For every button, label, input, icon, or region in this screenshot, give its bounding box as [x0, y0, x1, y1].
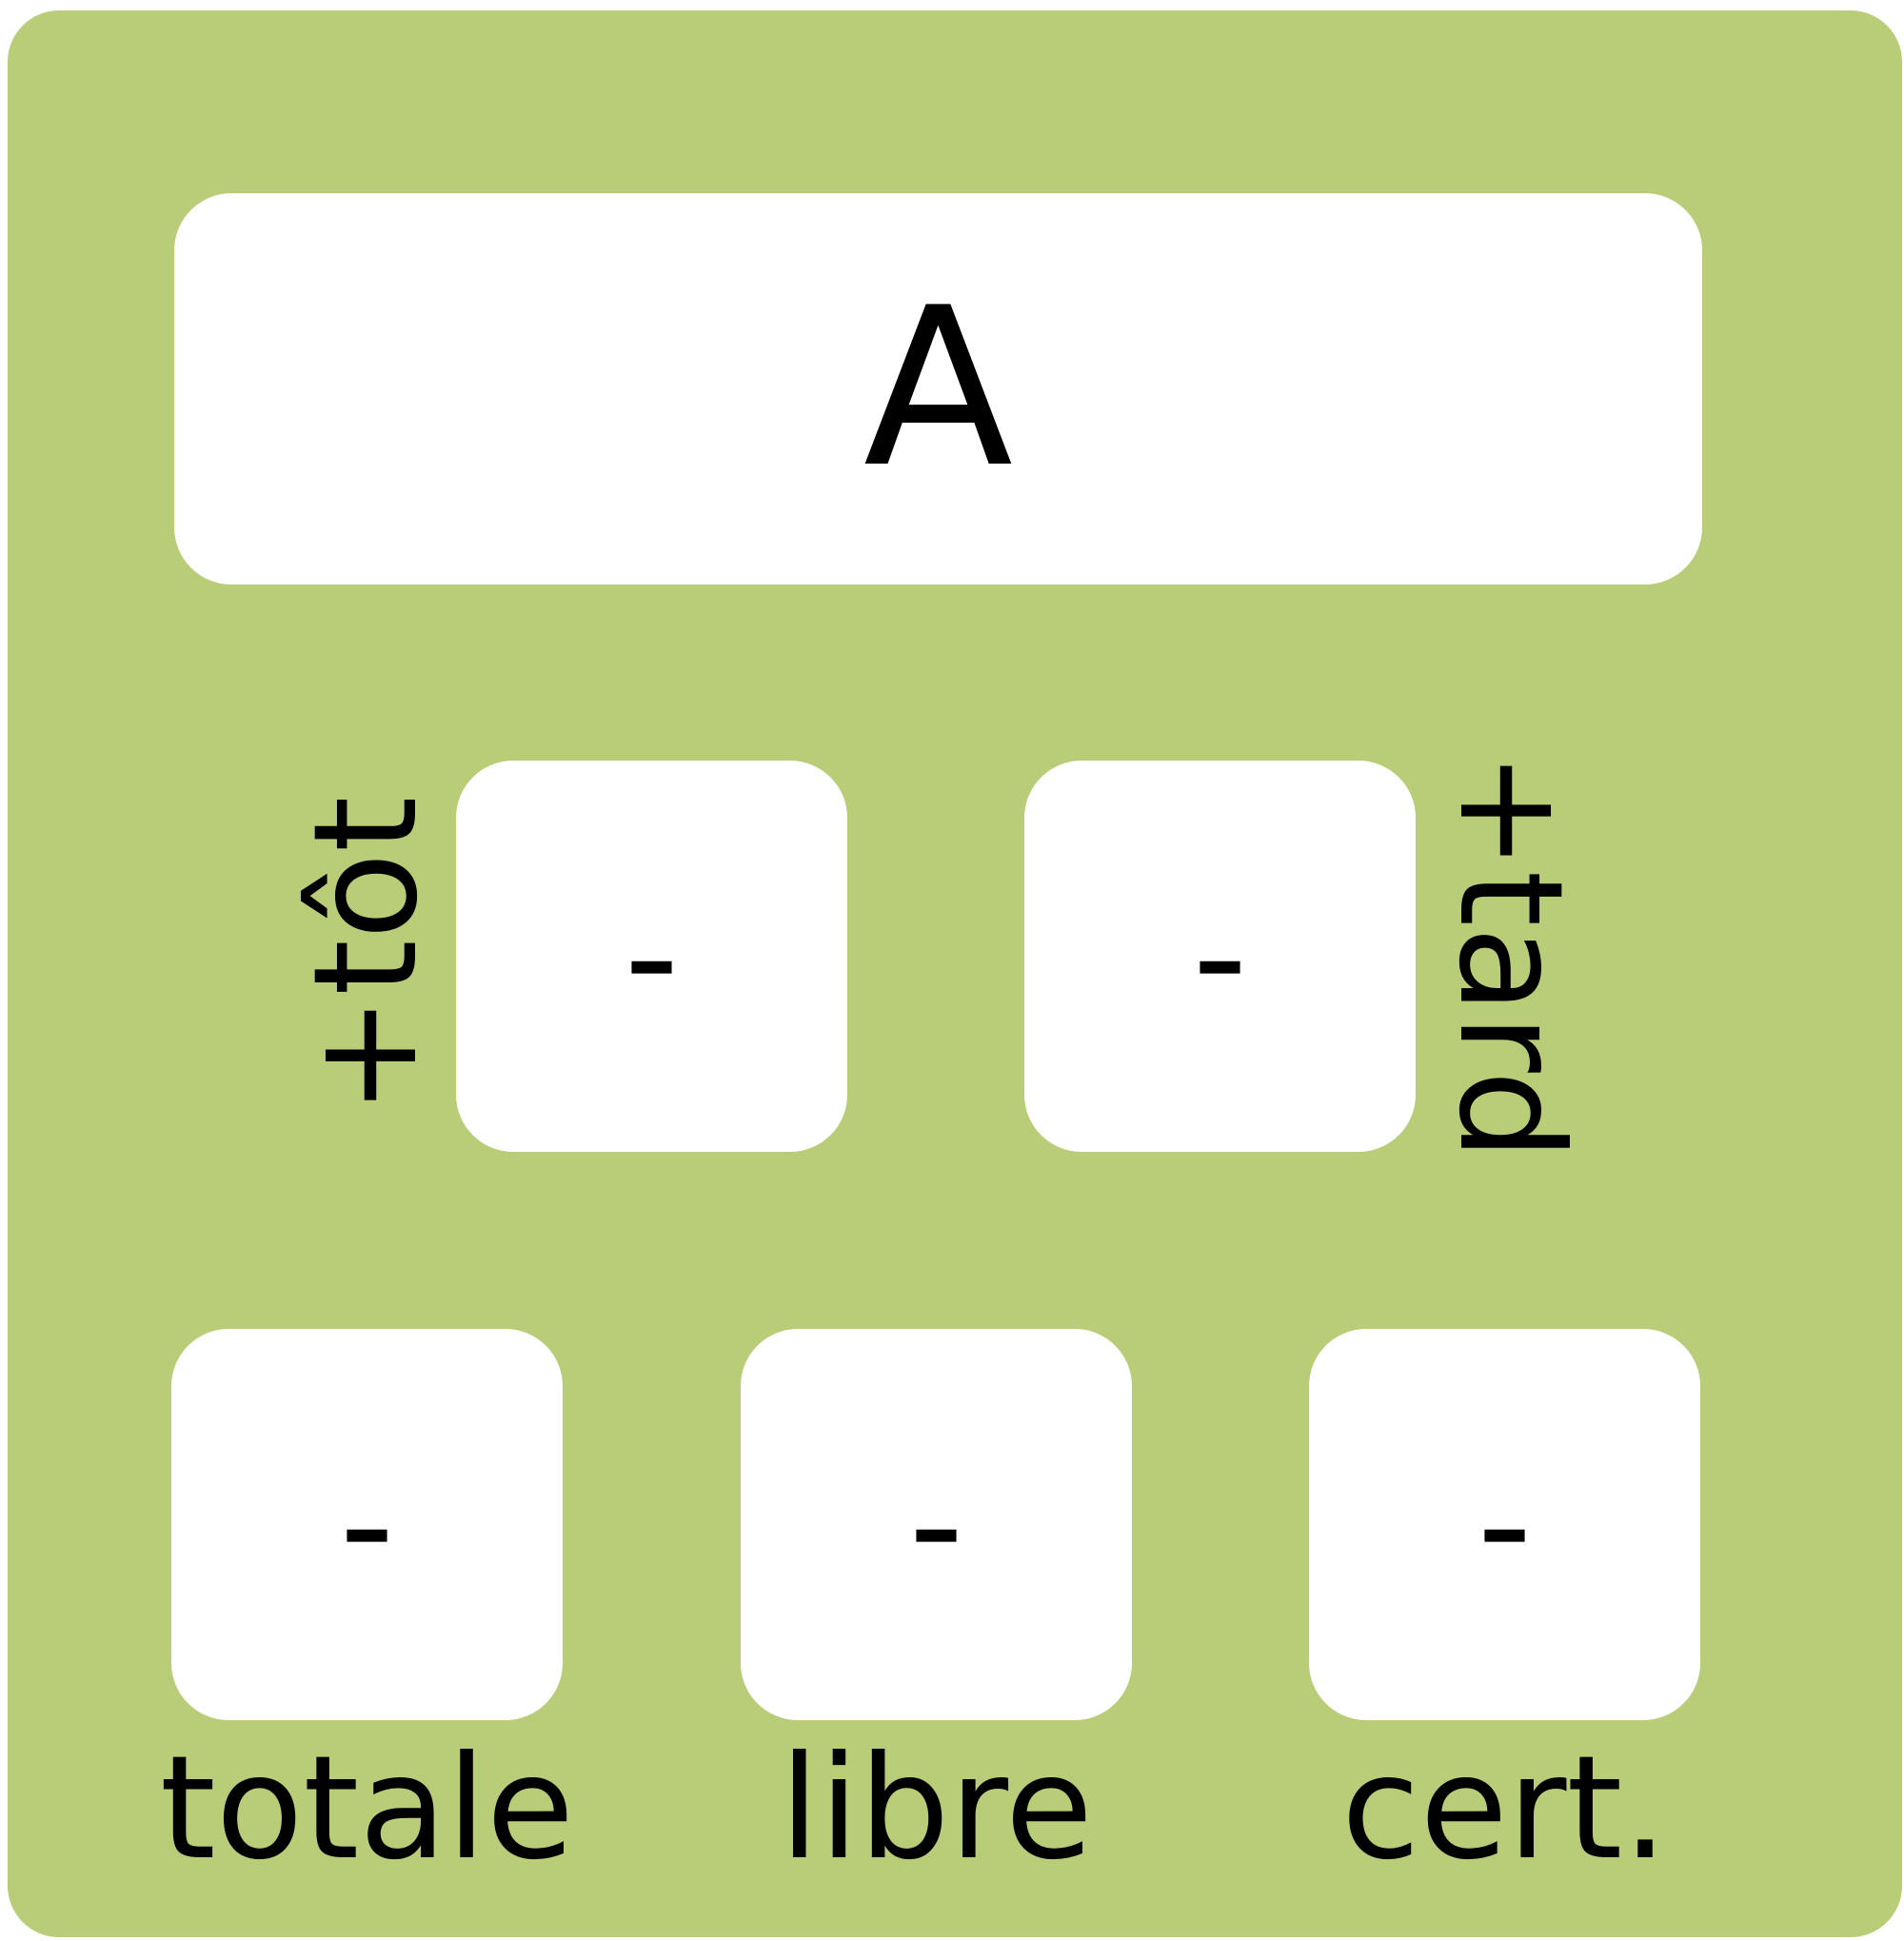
activity-name-box: A	[174, 193, 1702, 584]
total-float-value: -	[339, 1435, 395, 1614]
certain-float-box: -	[1309, 1329, 1700, 1720]
earliest-date-label: +tôt	[284, 796, 449, 1116]
total-float-box: -	[171, 1329, 563, 1720]
free-float-label: libre	[779, 1726, 1094, 1891]
latest-date-value: -	[1192, 866, 1248, 1045]
free-float-box: -	[741, 1329, 1132, 1720]
earliest-label-wrap: +tôt	[284, 794, 449, 1118]
free-float-value: -	[908, 1435, 964, 1614]
certain-float-label: cert.	[1341, 1726, 1668, 1891]
latest-date-label: +tard	[1427, 750, 1593, 1161]
earliest-date-value: -	[624, 866, 680, 1045]
latest-label-wrap: +tard	[1427, 751, 1593, 1161]
latest-date-box: -	[1024, 761, 1416, 1152]
certain-float-value: -	[1477, 1435, 1533, 1614]
total-float-label: totale	[159, 1726, 575, 1891]
activity-name: A	[863, 261, 1014, 516]
earliest-date-box: -	[456, 761, 847, 1152]
